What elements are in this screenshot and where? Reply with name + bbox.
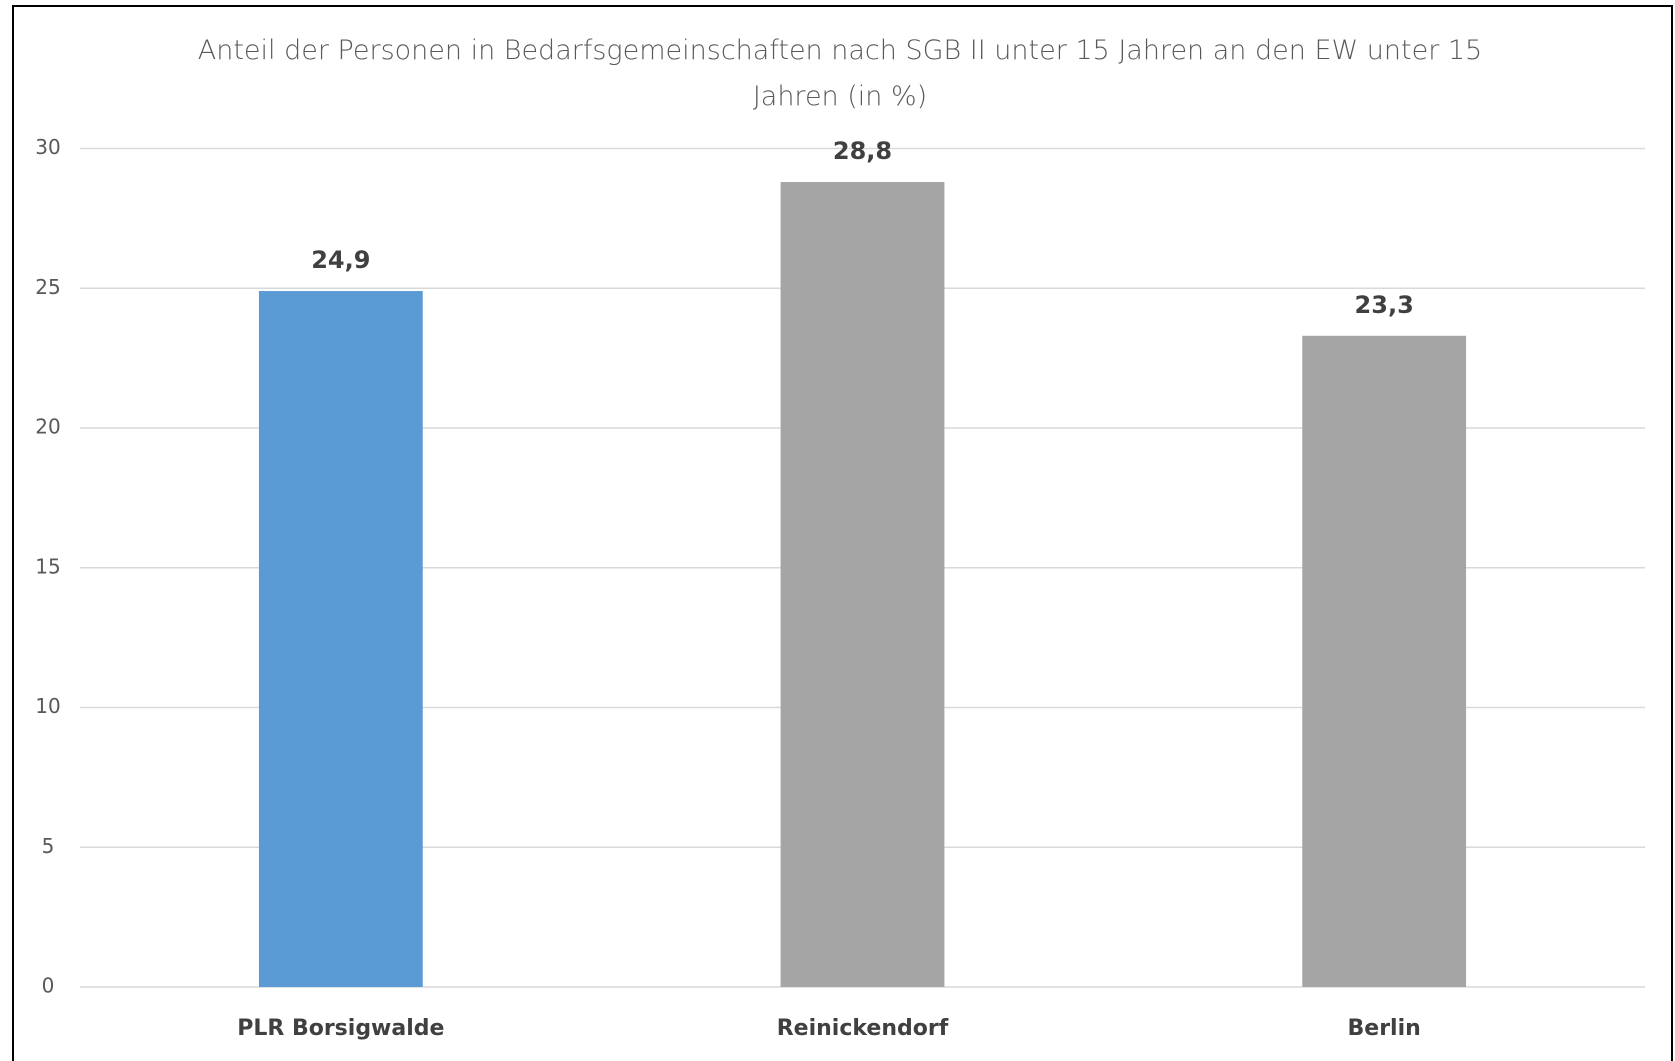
- bar: [258, 291, 423, 987]
- bar: [1302, 335, 1467, 987]
- y-tick-label: 20: [35, 415, 60, 439]
- y-tick-label: 0: [42, 974, 55, 998]
- chart-title: Anteil der Personen in Bedarfsgemeinscha…: [197, 35, 1483, 112]
- value-label: 28,8: [833, 137, 892, 165]
- x-tick-label: PLR Borsigwalde: [237, 1016, 444, 1041]
- x-tick-label: Berlin: [1348, 1016, 1421, 1041]
- x-tick-label: Reinickendorf: [777, 1016, 949, 1041]
- y-tick-label: 25: [35, 275, 60, 299]
- y-tick-label: 10: [35, 694, 60, 718]
- bar: [780, 182, 945, 988]
- value-label: 23,3: [1355, 291, 1414, 319]
- y-tick-label: 15: [35, 554, 60, 578]
- value-label: 24,9: [311, 246, 370, 274]
- y-tick-label: 5: [42, 834, 55, 858]
- y-tick-label: 30: [35, 135, 60, 159]
